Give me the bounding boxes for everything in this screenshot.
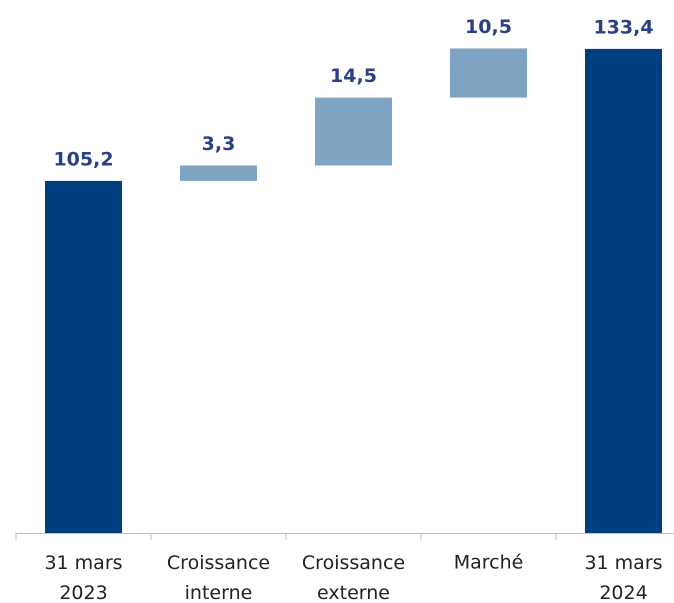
x-tick-label: Marché	[454, 552, 524, 574]
label-line: externe	[317, 582, 390, 603]
label-line: Croissance	[167, 552, 270, 574]
bar	[315, 97, 392, 166]
value-label: 14,5	[330, 65, 377, 87]
x-tick-label: Croissance externe	[302, 552, 405, 603]
label-line: Croissance	[302, 552, 405, 574]
label-line: 2023	[59, 582, 107, 603]
label-line: 31 mars	[584, 552, 662, 574]
x-tick-label: Croissance interne	[167, 552, 270, 603]
value-label: 133,4	[593, 16, 653, 38]
value-label: 105,2	[53, 148, 113, 170]
bar	[450, 48, 527, 98]
bar	[585, 48, 662, 534]
bar	[180, 165, 257, 181]
bar	[45, 180, 122, 533]
label-line: 2024	[599, 582, 647, 603]
label-line: 31 mars	[44, 552, 122, 574]
value-label: 10,5	[465, 16, 512, 38]
x-tick-label: 31 mars 2024	[584, 552, 662, 603]
label-line: interne	[185, 582, 253, 603]
x-tick-label: 31 mars 2023	[44, 552, 122, 603]
value-label: 3,3	[202, 133, 236, 155]
